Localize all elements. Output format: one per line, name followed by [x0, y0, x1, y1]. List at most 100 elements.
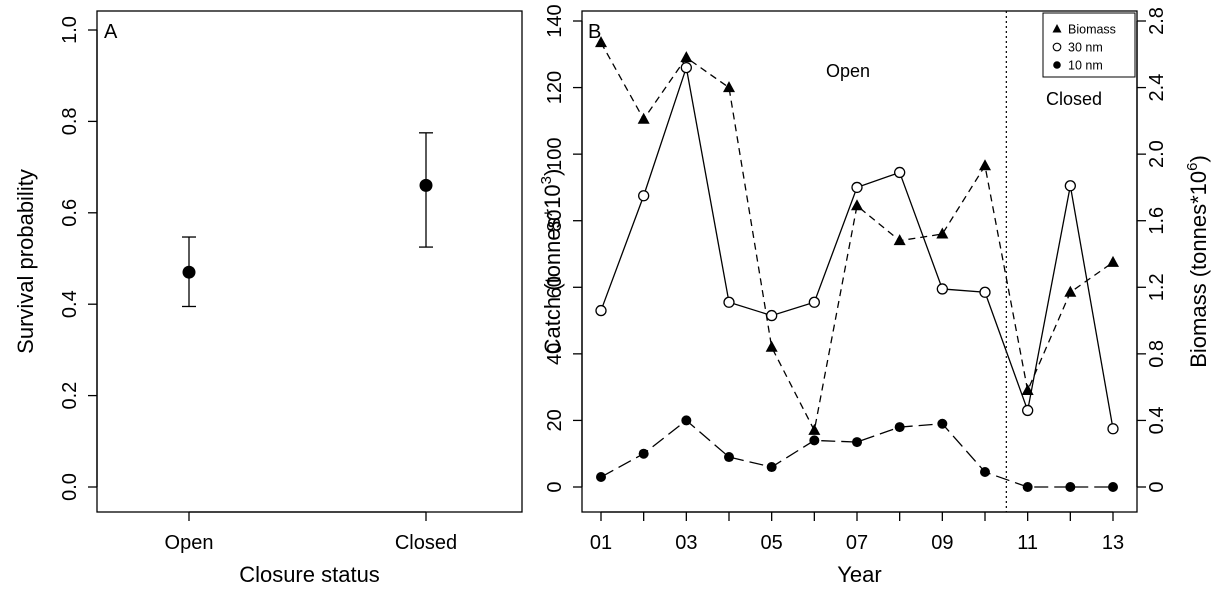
b-left-tick-label: 0 [544, 481, 566, 492]
point-10-nm [1022, 482, 1033, 492]
b-left-tick-label: 100 [544, 137, 566, 170]
b-right-tick-label: 0 [1146, 481, 1168, 492]
b-left-tick-label: 60 [544, 276, 566, 298]
point-biomass [893, 234, 906, 246]
closed-period-label: Closed [1046, 89, 1102, 109]
panel-a-chart: A 0.0 0.2 0.4 0.6 0.8 1.0 Open Closed Closure … [13, 10, 523, 587]
panel-a-x-axis: Open Closed [165, 511, 457, 554]
point-biomass [1064, 285, 1077, 297]
panel-b-letter: B [588, 21, 601, 43]
b-x-tick-label: 05 [761, 532, 783, 554]
left-y-title-end: ) [540, 169, 565, 176]
point-biomass [595, 36, 607, 48]
left-y-title-sup: 3 [538, 176, 555, 184]
panel-b-plot-frame [581, 10, 1138, 513]
panel-b-left-y-axis-title: Catch (tonnes*103) [538, 169, 565, 355]
b-right-tick-label: 2.4 [1146, 74, 1168, 102]
panel-b-right-y-axis-title: Biomass (tonnes*106) [1184, 155, 1211, 368]
point-30-nm [595, 304, 607, 317]
point-10-nm [809, 435, 820, 446]
panel-b-marks [595, 36, 1119, 492]
b-right-tick-label: 2.0 [1146, 140, 1168, 168]
point-30-nm [723, 296, 735, 308]
point-biomass [808, 423, 821, 435]
b-left-tick-label: 120 [544, 71, 566, 104]
b-x-tick-label: 03 [675, 532, 697, 554]
a-estimate-point [182, 265, 196, 279]
series-line-10-nm [600, 419, 1113, 488]
panel-b-x-axis: 01 03 05 07 09 11 13 [590, 511, 1124, 554]
point-10-nm [937, 418, 948, 429]
left-y-title-main: Catch (tonnes*10 [540, 184, 565, 354]
open-period-label: Open [826, 61, 870, 81]
a-y-tick-label: 0.2 [59, 382, 81, 410]
b-x-tick-label: 01 [590, 532, 612, 554]
point-biomass [851, 199, 863, 211]
point-30-nm [936, 283, 948, 295]
point-biomass [765, 340, 778, 352]
a-x-tick-label: Open [165, 532, 214, 554]
point-biomass [979, 159, 991, 171]
series-line-30-nm [600, 67, 1114, 429]
point-10-nm [638, 448, 649, 459]
panel-a-letter: A [104, 21, 118, 43]
panel-b-legend: Biomass 30 nm 10 nm [1042, 12, 1136, 78]
point-30-nm [1022, 404, 1034, 417]
point-biomass [637, 112, 650, 124]
point-10-nm [766, 462, 777, 473]
panel-b-right-y-axis: 0 0.4 0.8 1.2 1.6 2.0 2.4 2.8 [1136, 7, 1168, 493]
b-x-tick-label: 13 [1102, 532, 1124, 554]
legend-symbol-30nm [1052, 42, 1062, 52]
point-biomass [723, 81, 735, 93]
point-biomass [680, 51, 693, 63]
point-10-nm [1108, 482, 1118, 492]
a-y-tick-label: 1.0 [59, 16, 81, 44]
point-30-nm [638, 190, 650, 202]
panel-b-x-axis-title: Year [837, 562, 881, 587]
b-x-tick-label: 09 [931, 532, 953, 554]
b-left-tick-label: 20 [544, 409, 566, 431]
b-right-tick-label: 1.6 [1146, 207, 1168, 235]
point-biomass [936, 227, 949, 239]
a-y-tick-label: 0.8 [59, 107, 81, 135]
b-x-tick-label: 11 [1017, 532, 1038, 554]
legend-symbol-biomass [1052, 24, 1062, 33]
legend-label: 30 nm [1068, 41, 1103, 55]
point-30-nm [1107, 423, 1119, 435]
b-right-tick-label: 2.8 [1146, 7, 1168, 35]
legend-label: 10 nm [1068, 59, 1103, 73]
panel-b-series-lines [600, 42, 1114, 488]
legend-symbol-10nm [1053, 61, 1061, 69]
point-30-nm [894, 166, 906, 179]
a-y-tick-label: 0.4 [59, 290, 81, 318]
point-30-nm [1064, 180, 1076, 192]
point-biomass [1021, 383, 1034, 395]
point-30-nm [851, 181, 863, 194]
panel-b-left-y-axis: 0 20 40 60 80 100 120 140 [544, 4, 583, 493]
point-10-nm [894, 422, 905, 433]
point-30-nm [808, 296, 820, 308]
b-right-tick-label: 0.8 [1146, 340, 1168, 368]
right-y-title-sup: 6 [1184, 163, 1201, 171]
panel-a-x-axis-title: Closure status [239, 562, 380, 587]
panel-a-y-axis-title: Survival probability [13, 169, 38, 354]
point-30-nm [680, 61, 692, 74]
point-30-nm [766, 309, 778, 322]
panel-a-plot-frame [96, 10, 523, 513]
point-10-nm [596, 472, 606, 483]
panel-a-y-axis: 0.0 0.2 0.4 0.6 0.8 1.0 [59, 16, 98, 501]
point-10-nm [681, 415, 692, 426]
point-10-nm [980, 467, 990, 478]
b-right-tick-label: 0.4 [1146, 407, 1168, 435]
b-left-tick-label: 80 [544, 210, 566, 232]
b-x-tick-label: 07 [846, 532, 868, 554]
right-y-title-end: ) [1186, 155, 1211, 162]
b-left-tick-label: 40 [544, 343, 566, 365]
b-left-tick-label: 140 [544, 4, 566, 37]
a-estimate-point [419, 178, 433, 192]
panel-b-chart: B Open Closed 0 20 40 60 80 100 120 140 0 0.4 0.8… [538, 4, 1211, 587]
point-10-nm [724, 452, 734, 463]
panel-a-marks [182, 132, 433, 308]
legend-label: Biomass [1068, 23, 1116, 37]
